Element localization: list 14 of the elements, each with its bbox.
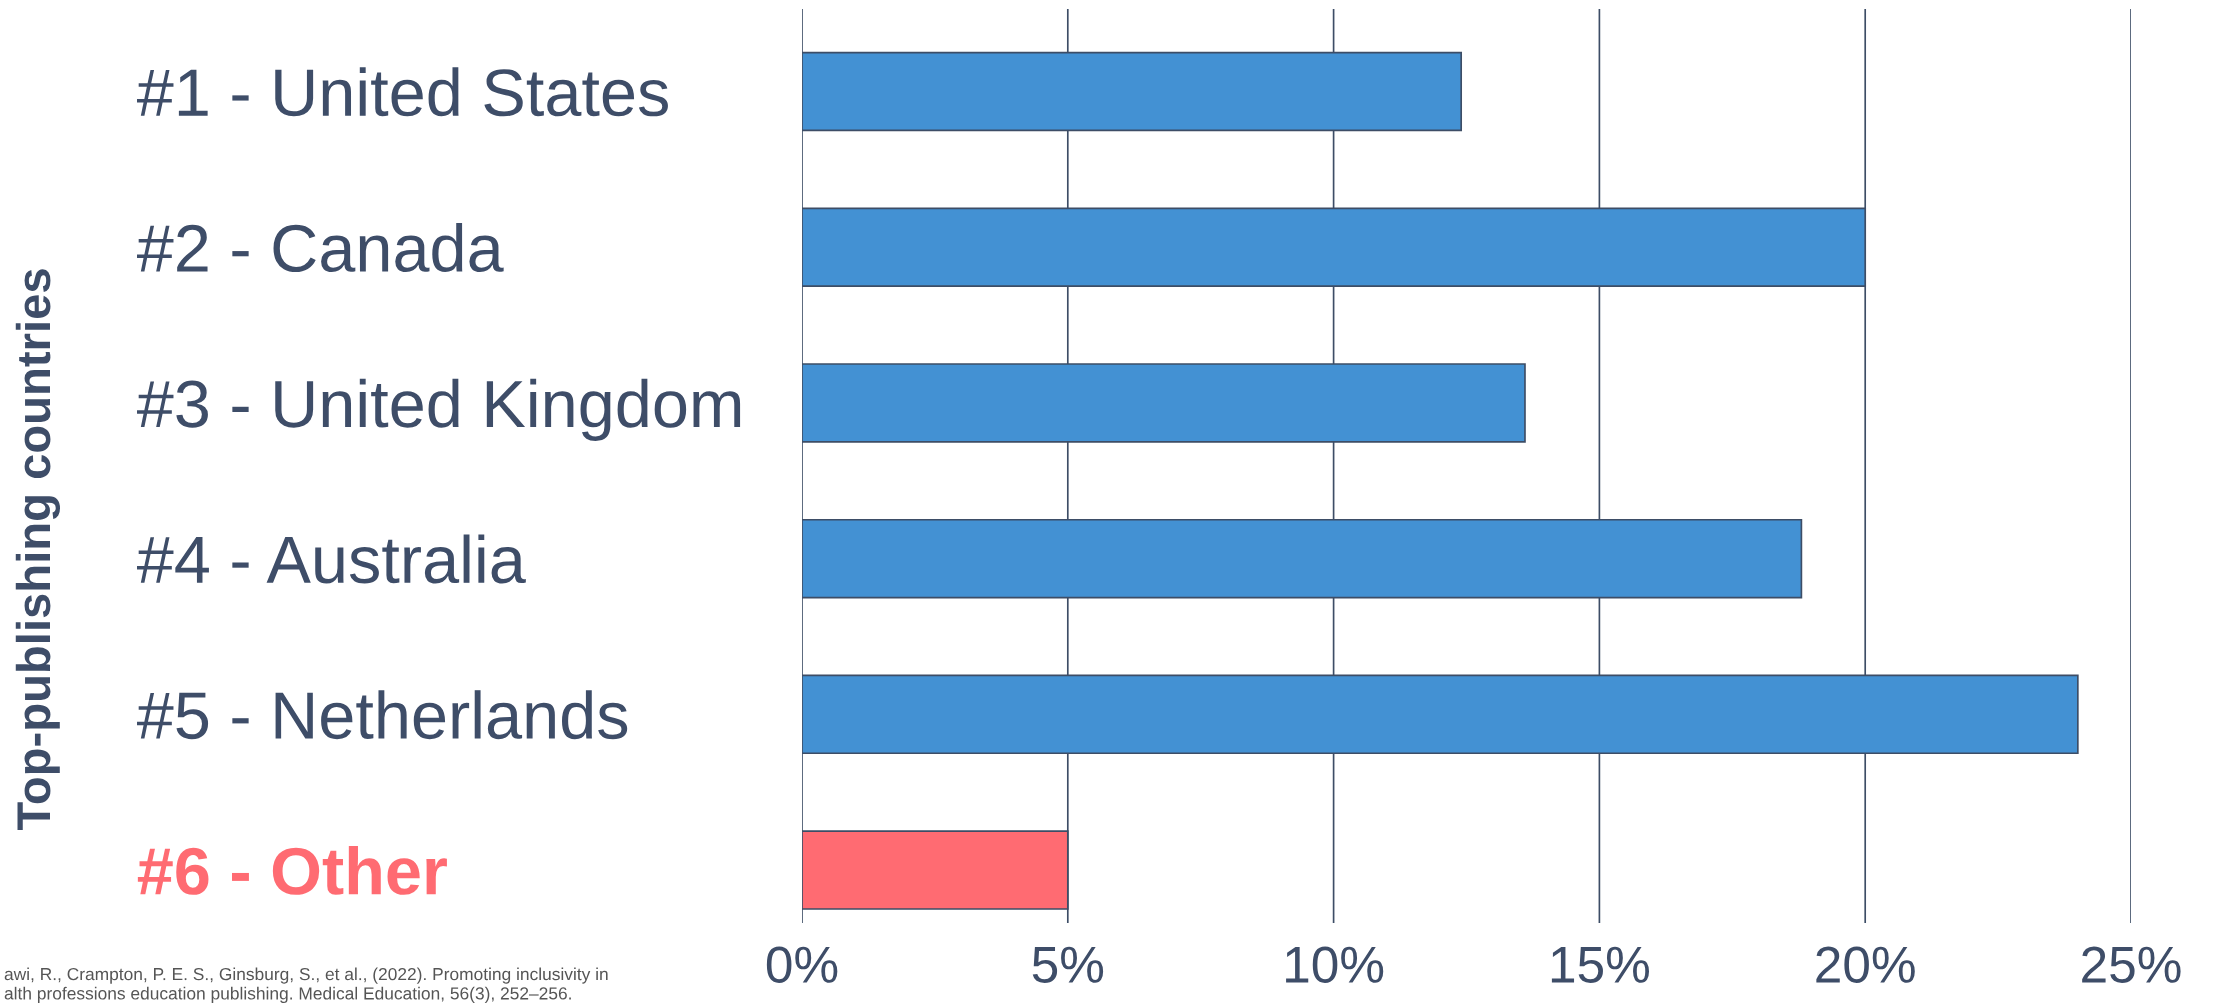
text: awi, R., Crampton, P. E. S., Ginsburg, S., et al., (2022). Promoting inclusivity in alth professions education publishing. Medical Education, 56(3), 252–256. [4, 967, 608, 1003]
y-tick-label: #1 - United States [137, 67, 668, 117]
y-tick-label: #2 - Canada [137, 223, 504, 273]
y-tick-label: #6 - Other [137, 845, 447, 895]
x-tick-label: 0% [766, 946, 838, 983]
x-tick-label: 20% [1816, 946, 1915, 983]
y-tick-label: #5 - Netherlands [137, 690, 628, 740]
y-tick-label: #3 - United Kingdom [137, 378, 741, 441]
y-tick-label: #4 - Australia [137, 534, 526, 584]
x-tick-label: 25% [2082, 946, 2181, 983]
x-tick-label: 10% [1286, 946, 1384, 983]
x-tick-label: 5% [1032, 946, 1104, 983]
y-axis-title: Top-publishing countries [15, 269, 60, 831]
x-tick-label: 15% [1551, 946, 1649, 983]
